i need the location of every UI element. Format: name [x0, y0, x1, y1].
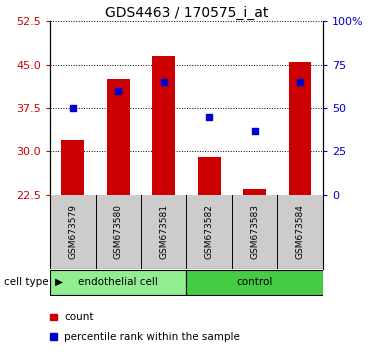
- Bar: [198, 157, 220, 195]
- Point: [297, 79, 303, 85]
- Bar: [50, 270, 187, 295]
- Text: count: count: [64, 312, 94, 322]
- Text: GSM673583: GSM673583: [250, 204, 259, 259]
- Text: GSM673582: GSM673582: [205, 204, 214, 259]
- Bar: [187, 270, 323, 295]
- Text: GSM673579: GSM673579: [68, 204, 77, 259]
- Text: GSM673581: GSM673581: [159, 204, 168, 259]
- Text: GSM673580: GSM673580: [114, 204, 123, 259]
- Text: cell type  ▶: cell type ▶: [4, 277, 63, 287]
- Bar: [62, 140, 84, 195]
- Point: [252, 128, 257, 133]
- Text: endothelial cell: endothelial cell: [78, 277, 158, 287]
- Bar: [107, 79, 129, 195]
- Point: [115, 88, 121, 93]
- Bar: [243, 189, 266, 195]
- Point: [161, 79, 167, 85]
- Bar: [152, 56, 175, 195]
- Point: [70, 105, 76, 111]
- Text: GSM673584: GSM673584: [296, 204, 305, 259]
- Text: percentile rank within the sample: percentile rank within the sample: [64, 331, 240, 342]
- Text: control: control: [236, 277, 273, 287]
- Title: GDS4463 / 170575_i_at: GDS4463 / 170575_i_at: [105, 6, 268, 20]
- Point: [206, 114, 212, 120]
- Bar: [289, 62, 311, 195]
